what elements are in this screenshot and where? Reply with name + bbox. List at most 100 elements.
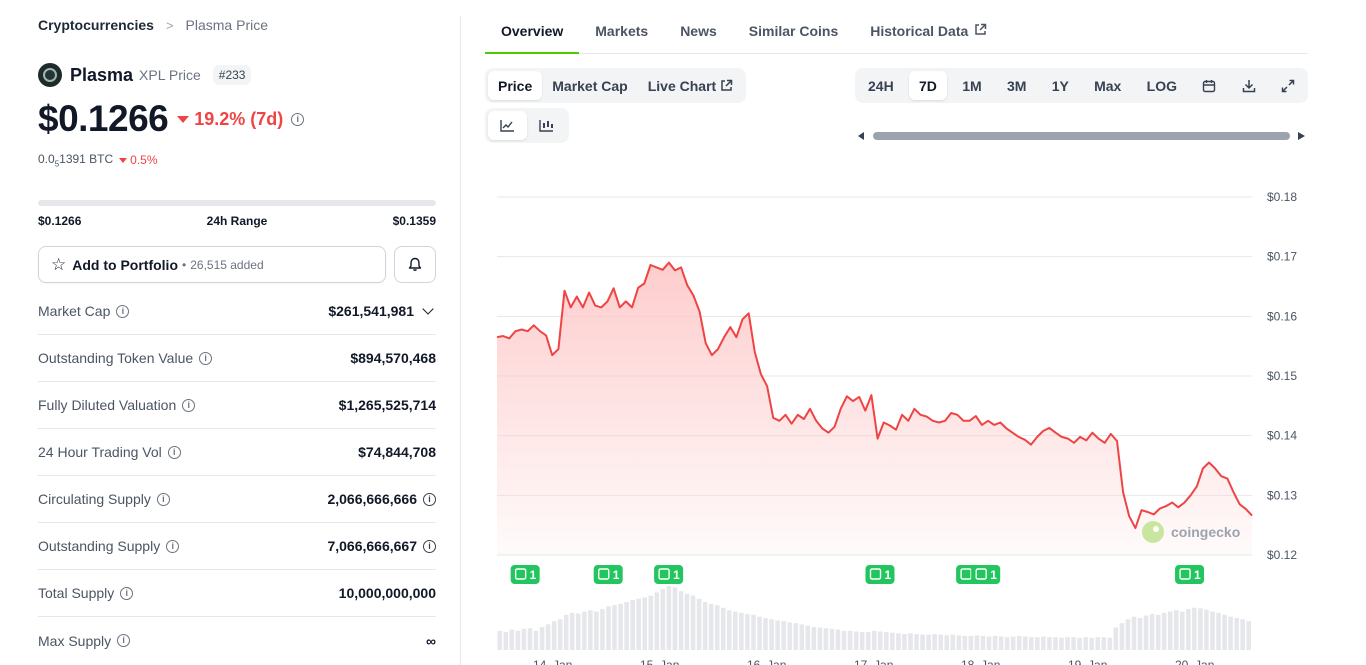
news-marker-count: 1 [673,568,680,582]
volume-bar [980,635,986,650]
x-tick-label: 17. Jan [854,658,893,665]
volume-bar [1161,612,1167,650]
info-icon[interactable]: i [182,398,196,412]
range-24h[interactable]: 24H [868,77,894,94]
info-icon[interactable]: i [423,492,436,506]
x-tick-label: 18. Jan [961,658,1000,665]
info-icon[interactable]: i [116,304,130,318]
volume-bar [1083,637,1088,650]
range-max[interactable]: Max [1094,77,1122,94]
range-3m[interactable]: 3M [1006,77,1027,94]
external-link-icon [975,23,987,35]
chart-type-price[interactable]: Price [488,71,543,100]
volume-bar [1240,619,1245,650]
date-picker-button[interactable] [1192,71,1226,100]
expand-icon [1281,79,1295,92]
x-tick-label: 19. Jan [1068,658,1107,665]
volume-bar [817,627,823,650]
volume-bar [1131,616,1137,650]
chevron-down-icon[interactable] [422,303,434,315]
breadcrumb-cryptocurrencies[interactable]: Cryptocurrencies [38,17,154,33]
volume-bar [944,635,949,650]
24h-range-labels: $0.1266 24h Range $0.1359 [38,214,436,228]
range-log[interactable]: LOG [1146,77,1177,94]
coingecko-logo-eye [1153,526,1159,532]
volume-bar [938,634,943,650]
volume-bar [563,614,569,650]
price-change: 19.2% (7d) [177,109,283,130]
tab-historical-data[interactable]: Historical Data [854,23,1003,54]
volume-bar [908,633,913,650]
range-1m[interactable]: 1M [962,77,982,94]
price-alert-button[interactable] [394,246,436,283]
stat-row-circulating-supply: Circulating Supply i 2,066,666,666 i [38,476,436,523]
volume-bar [1059,637,1064,650]
volume-bar [878,631,883,650]
stat-value: $1,265,525,714 [338,397,436,413]
caret-down-icon [119,157,128,163]
line-chart-button[interactable] [488,111,527,140]
range-7d[interactable]: 7D [908,71,947,100]
tab-news[interactable]: News [680,23,717,39]
download-button[interactable] [1232,71,1266,100]
volume-bar [769,619,774,650]
volume-bar [974,635,980,650]
tab-overview[interactable]: Overview [485,23,580,54]
info-icon[interactable]: i [167,445,181,459]
volume-bar [1222,614,1227,650]
volume-bar [1022,636,1028,650]
info-icon[interactable]: i [166,539,180,553]
volume-bar [1010,636,1016,650]
volume-bar [654,592,660,650]
tab-historical-data-label: Historical Data [870,23,969,39]
volume-bar [708,603,714,650]
volume-bar [1035,637,1040,650]
info-icon[interactable]: i [199,351,213,365]
stat-row-max-supply: Max Supply i ∞ [38,617,436,664]
price-chart[interactable]: $0.18 $0.17 $0.16 $0.15 $0.14 $0.13 $0.12 coing… [488,170,1308,665]
chart-style-selector [485,108,569,143]
volume-bar [509,629,515,650]
volume-bar [811,626,817,650]
info-icon[interactable]: i [156,492,170,506]
portfolio-label: Add to Portfolio [72,256,179,273]
range-1y[interactable]: 1Y [1051,77,1069,94]
volume-bar [696,598,702,650]
main-tabs: Overview Markets News Similar Coins Hist… [485,23,1308,54]
x-tick-label: 15. Jan [640,658,679,665]
volume-bar [926,634,931,650]
volume-bar [956,635,962,650]
volume-bar [1155,614,1161,650]
info-icon[interactable]: i [423,539,436,553]
volume-bar [1216,612,1221,650]
chart-type-live-chart[interactable]: Live Chart [638,71,743,100]
info-icon[interactable]: i [117,634,131,647]
stat-row-outstanding-supply: Outstanding Supply i 7,066,666,667 i [38,523,436,570]
volume-bar [1101,637,1107,650]
volume-bar [805,625,811,650]
chart-type-market-cap[interactable]: Market Cap [552,77,628,94]
volume-bar [920,634,925,650]
stat-row-market-cap[interactable]: Market Cap i $261,541,981 [38,288,436,335]
add-to-portfolio-button[interactable]: ☆ Add to Portfolio • 26,515 added [38,246,386,283]
stat-label: Fully Diluted Valuation [38,397,177,413]
tab-markets[interactable]: Markets [595,23,649,39]
volume-bar [1167,611,1173,650]
volume-bar [714,605,720,650]
info-icon[interactable]: i [291,112,305,126]
x-tick-label: 16. Jan [747,658,786,665]
candlestick-chart-button[interactable] [527,111,566,140]
stat-value: 2,066,666,666 [327,491,417,507]
chart-navigator-scrollbar[interactable] [858,130,1305,142]
fullscreen-button[interactable] [1271,71,1305,100]
volume-bar [551,621,557,650]
volume-bar [1246,621,1251,650]
candlestick-icon [539,120,553,132]
tab-similar-coins[interactable]: Similar Coins [748,23,839,39]
volume-bar [1077,637,1082,650]
stat-value: 10,000,000,000 [338,585,436,601]
volume-bar [787,622,792,650]
info-icon[interactable]: i [120,586,134,600]
volume-bar [775,620,780,650]
volume-bar [521,628,527,650]
